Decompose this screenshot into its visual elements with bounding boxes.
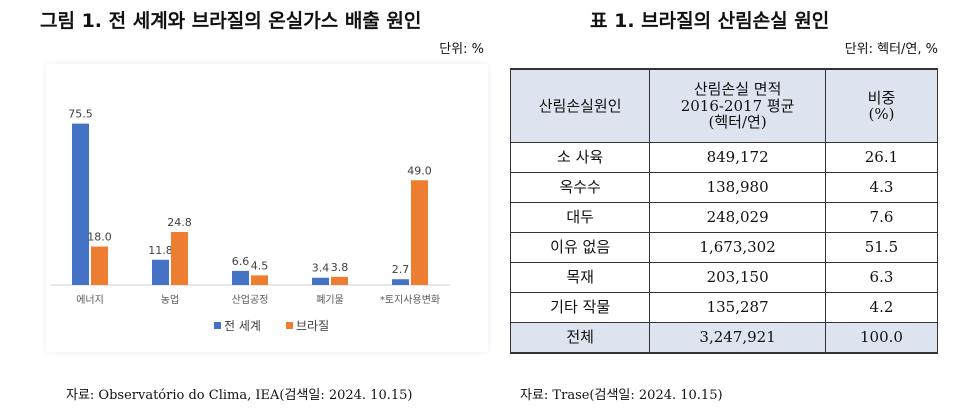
data-label-world: 6.6 xyxy=(232,255,250,268)
bar-world xyxy=(392,279,409,285)
data-label-brazil: 24.8 xyxy=(167,216,192,229)
data-label-brazil: 18.0 xyxy=(87,231,112,244)
data-label-world: 11.8 xyxy=(148,244,173,257)
header-cause: 산림손실원인 xyxy=(509,68,651,143)
bar-brazil xyxy=(251,275,268,285)
cell-area: 849,172 xyxy=(649,142,826,173)
header-area: 산림손실 면적 2016-2017 평균 (헥터/연) xyxy=(649,68,826,143)
cell-area: 135,287 xyxy=(649,292,826,323)
x-tick-label: 폐기물 xyxy=(316,294,344,306)
table-row: 대두 248,029 7.6 xyxy=(509,202,939,233)
table-total-row: 전체 3,247,921 100.0 xyxy=(509,322,939,354)
x-tick-label: 에너지 xyxy=(76,294,104,306)
table-row: 옥수수 138,980 4.3 xyxy=(509,172,939,203)
cell-cause: 옥수수 xyxy=(509,172,651,203)
bar-world xyxy=(232,270,249,285)
data-label-brazil: 49.0 xyxy=(407,164,432,177)
cell-share: 26.1 xyxy=(824,142,939,173)
cell-share: 6.3 xyxy=(824,262,939,293)
bar-brazil xyxy=(171,231,188,285)
table-row: 기타 작물 135,287 4.2 xyxy=(509,292,939,323)
data-label-brazil: 4.5 xyxy=(251,259,269,272)
table-source: 자료: Trase(검색일: 2024. 10.15) xyxy=(520,388,723,403)
x-tick-label: 산업공정 xyxy=(232,293,269,306)
bar-brazil xyxy=(411,180,428,285)
legend-label-brazil: 브라질 xyxy=(296,319,329,333)
cell-cause: 대두 xyxy=(509,202,651,233)
cell-cause: 전체 xyxy=(509,322,651,354)
cell-share: 100.0 xyxy=(824,322,939,354)
figure-title: 그림 1. 전 세계와 브라질의 온실가스 배출 원인 xyxy=(40,10,422,32)
cell-cause: 소 사육 xyxy=(509,142,651,173)
legend-swatch-world xyxy=(214,322,221,329)
data-label-brazil: 3.8 xyxy=(331,261,349,274)
table-row: 목재 203,150 6.3 xyxy=(509,262,939,293)
data-label-world: 75.5 xyxy=(68,108,93,121)
bar-brazil xyxy=(331,276,348,285)
bar-chart: 75.5 18.0 에너지 11.8 24.8 농업 6.6 4.5 산업공정 3.4 3.8 폐기물… xyxy=(46,64,488,352)
cell-cause: 목재 xyxy=(509,262,651,293)
table-title: 표 1. 브라질의 산림손실 원인 xyxy=(590,10,830,32)
table-unit: 단위: 헥터/연, % xyxy=(844,42,938,57)
bar-brazil xyxy=(91,246,108,285)
cell-area: 1,673,302 xyxy=(649,232,826,263)
table-header-row: 산림손실원인 산림손실 면적 2016-2017 평균 (헥터/연) 비중 (%… xyxy=(509,68,939,143)
bar-world xyxy=(152,259,169,285)
cell-area: 248,029 xyxy=(649,202,826,233)
chart-svg: 75.5 18.0 에너지 11.8 24.8 농업 6.6 4.5 산업공정 3.4 3.8 폐기물… xyxy=(50,108,450,333)
header-share: 비중 (%) xyxy=(824,68,939,143)
x-tick-label: 농업 xyxy=(161,293,179,306)
cell-share: 51.5 xyxy=(824,232,939,263)
data-label-world: 3.4 xyxy=(312,262,330,275)
cell-cause: 기타 작물 xyxy=(509,292,651,323)
figure-unit: 단위: % xyxy=(439,42,484,57)
cell-cause: 이유 없음 xyxy=(509,232,651,263)
x-tick-label: *토지사용변화 xyxy=(380,294,440,306)
cell-area: 203,150 xyxy=(649,262,826,293)
cell-share: 7.6 xyxy=(824,202,939,233)
legend-label-world: 전 세계 xyxy=(224,319,261,333)
bar-world xyxy=(312,277,329,285)
forest-loss-table: 산림손실원인 산림손실 면적 2016-2017 평균 (헥터/연) 비중 (%… xyxy=(509,68,939,354)
figure-source: 자료: Observatório do Clima, IEA(검색일: 2024… xyxy=(66,388,413,403)
cell-area: 3,247,921 xyxy=(649,322,826,354)
legend-swatch-brazil xyxy=(286,322,293,329)
bar-world xyxy=(72,123,89,286)
cell-area: 138,980 xyxy=(649,172,826,203)
cell-share: 4.3 xyxy=(824,172,939,203)
table-row: 소 사육 849,172 26.1 xyxy=(509,142,939,173)
data-label-world: 2.7 xyxy=(392,263,410,276)
cell-share: 4.2 xyxy=(824,292,939,323)
table-row: 이유 없음 1,673,302 51.5 xyxy=(509,232,939,263)
